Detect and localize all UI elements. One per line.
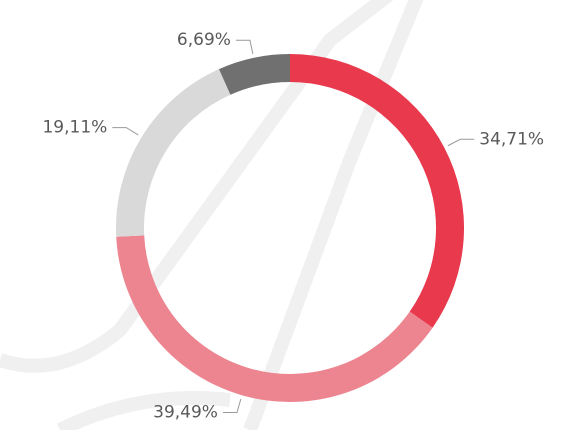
- data-label: 39,49%: [153, 403, 218, 423]
- data-label: 19,11%: [42, 118, 107, 138]
- donut-slice: [116, 69, 231, 237]
- watermark-stroke: [56, 391, 231, 430]
- watermark-stroke: [0, 0, 394, 373]
- data-label: 34,71%: [479, 129, 544, 149]
- leader-line: [235, 39, 254, 55]
- donut-slice: [116, 235, 433, 402]
- data-label: 6,69%: [177, 30, 231, 50]
- watermark-stroke: [243, 0, 424, 430]
- leader-line: [222, 398, 242, 414]
- leader-line: [447, 138, 475, 147]
- donut-slice: [290, 54, 464, 328]
- donut-slice: [218, 54, 290, 95]
- watermark: [0, 0, 424, 430]
- leader-line: [112, 127, 139, 136]
